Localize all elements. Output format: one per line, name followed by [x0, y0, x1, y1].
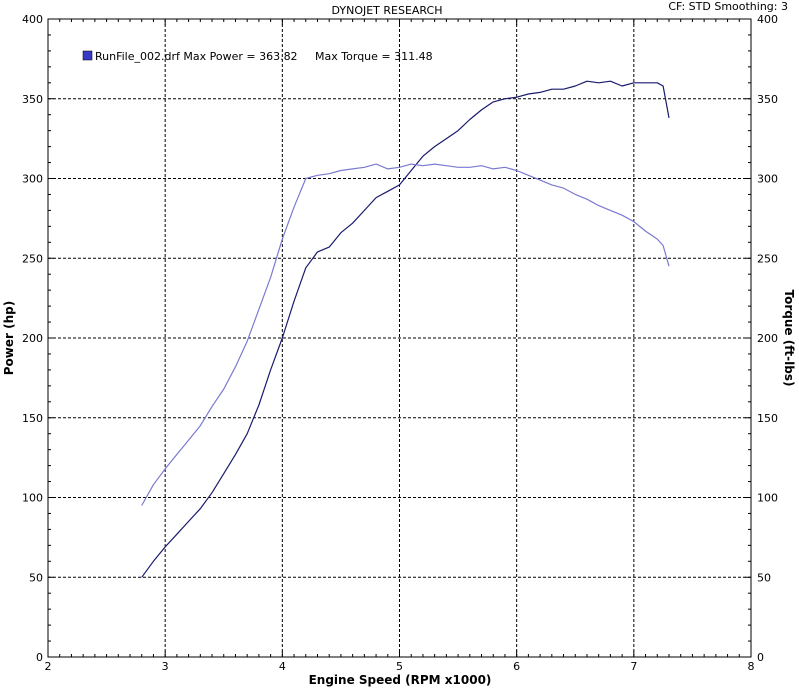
- y-tick-label: 300: [22, 173, 43, 186]
- y2-tick-label: 50: [757, 571, 771, 584]
- x-tick-labels: 2 3 4 5 6 7 8: [45, 660, 755, 673]
- y-tick-label: 200: [22, 332, 43, 345]
- y2-tick-label: 150: [757, 412, 778, 425]
- x-axis-label: Engine Speed (RPM x1000): [309, 673, 492, 687]
- y-axis-label-left: Power (hp): [2, 301, 16, 375]
- legend-entry: RunFile_002.drf Max Power = 363.82 Max T…: [95, 50, 433, 63]
- y-axis-label-right: Torque (ft-lbs): [782, 290, 796, 387]
- x-tick-label: 4: [279, 660, 286, 673]
- legend-swatch: [82, 50, 93, 61]
- right-tick-labels: 0 50 100 150 200 250 300 350 400: [757, 13, 778, 664]
- x-tick-label: 3: [162, 660, 169, 673]
- y-tick-label: 400: [22, 13, 43, 26]
- series-lines: [141, 80, 670, 578]
- y-tick-label: 50: [29, 571, 43, 584]
- grid-lines: [48, 19, 751, 657]
- x-tick-label: 6: [513, 660, 520, 673]
- minor-ticks: [47, 18, 752, 658]
- y2-tick-label: 100: [757, 492, 778, 505]
- power-series-line: [141, 80, 670, 578]
- y2-tick-label: 200: [757, 332, 778, 345]
- chart-title: DYNOJET RESEARCH: [332, 4, 443, 17]
- y-tick-label: 350: [22, 93, 43, 106]
- y2-tick-label: 300: [757, 173, 778, 186]
- y-tick-label: 150: [22, 412, 43, 425]
- y2-tick-label: 250: [757, 252, 778, 265]
- status-readout: CF: STD Smoothing: 3: [668, 0, 788, 13]
- y2-tick-label: 350: [757, 93, 778, 106]
- x-tick-label: 7: [630, 660, 637, 673]
- y2-tick-label: 400: [757, 13, 778, 26]
- y-tick-label: 100: [22, 492, 43, 505]
- y2-tick-label: 0: [757, 651, 764, 664]
- x-tick-label: 2: [45, 660, 52, 673]
- torque-series-line: [141, 163, 670, 506]
- y-tick-label: 0: [36, 651, 43, 664]
- left-tick-labels: 0 50 100 150 200 250 300 350 400: [22, 13, 43, 664]
- y-tick-label: 250: [22, 252, 43, 265]
- x-tick-label: 8: [748, 660, 755, 673]
- x-tick-label: 5: [396, 660, 403, 673]
